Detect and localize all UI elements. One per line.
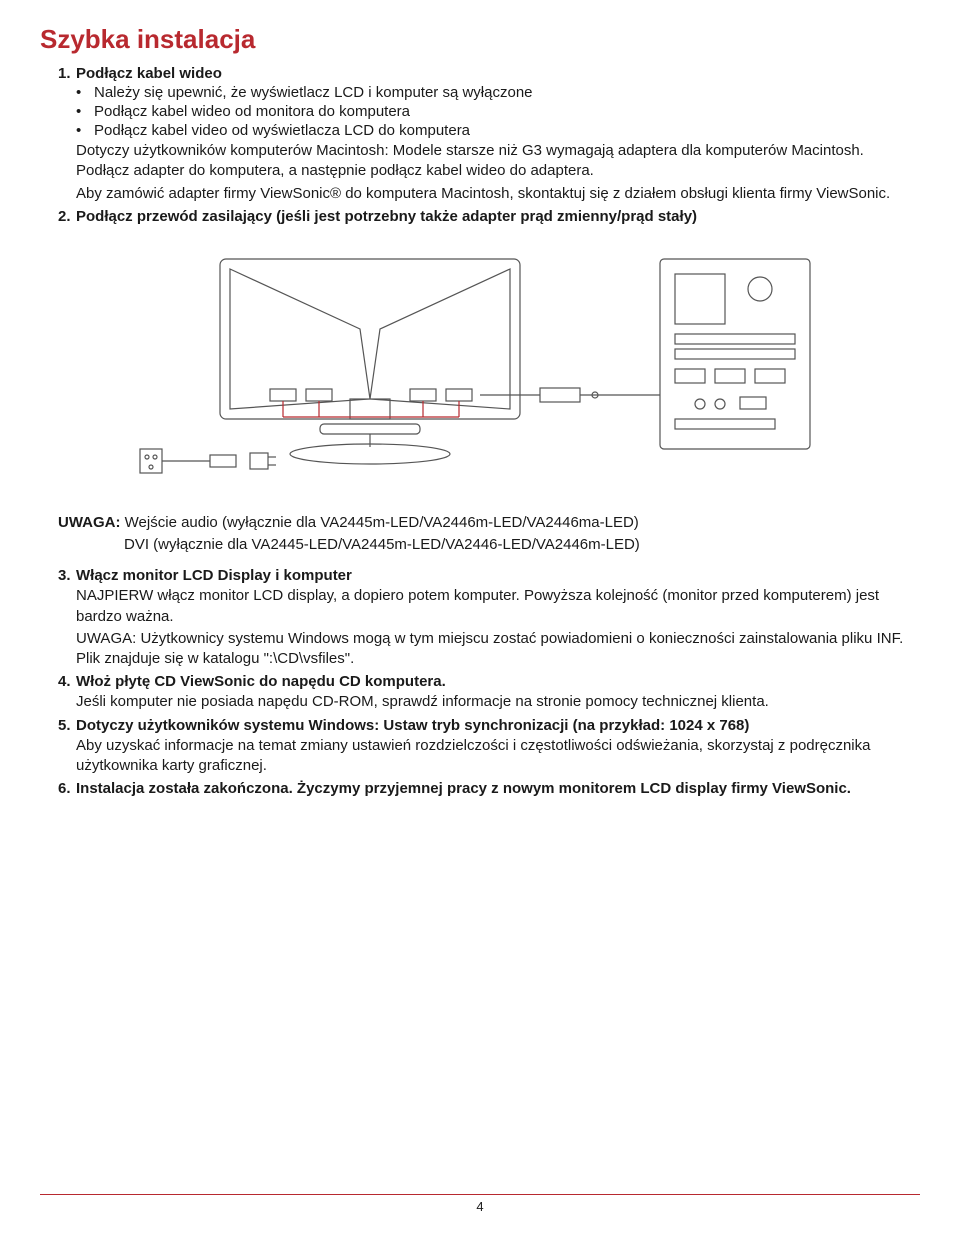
step-1-para-1: Dotyczy użytkowników komputerów Macintos… (76, 141, 920, 182)
step-1-bullet-3: Podłącz kabel video od wyświetlacza LCD … (94, 122, 920, 139)
step-3-head: 3.Włącz monitor LCD Display i komputer (58, 567, 920, 584)
step-4-head: 4.Włoż płytę CD ViewSonic do napędu CD k… (58, 673, 920, 690)
step-1-bullet-2: Podłącz kabel wideo od monitora do kompu… (94, 103, 920, 120)
step-1-bullet-1: Należy się upewnić, że wyświetlacz LCD i… (94, 84, 920, 101)
step-1-head: 1.Podłącz kabel wideo (58, 65, 920, 82)
connection-diagram (120, 249, 840, 489)
step-4-num: 4. (58, 673, 76, 690)
step-4-title: Włoż płytę CD ViewSonic do napędu CD kom… (76, 673, 446, 690)
step-2-head: 2.Podłącz przewód zasilający (jeśli jest… (58, 208, 920, 225)
step-3-num: 3. (58, 567, 76, 584)
step-5-title: Dotyczy użytkowników systemu Windows: Us… (76, 717, 749, 734)
step-3-title: Włącz monitor LCD Display i komputer (76, 567, 352, 584)
step-1-para-2: Aby zamówić adapter firmy ViewSonic® do … (76, 184, 920, 204)
note-line-1: Wejście audio (wyłącznie dla VA2445m-LED… (125, 514, 639, 531)
step-2-title: Podłącz przewód zasilający (jeśli jest p… (76, 208, 697, 225)
step-6-num: 6. (58, 780, 76, 797)
page-title: Szybka instalacja (40, 24, 920, 55)
step-2-num: 2. (58, 208, 76, 225)
note-label: UWAGA: (58, 514, 121, 531)
step-3-para-1: NAJPIERW włącz monitor LCD display, a do… (76, 586, 920, 627)
note-block: UWAGA: Wejście audio (wyłącznie dla VA24… (58, 513, 920, 533)
step-5-head: 5.Dotyczy użytkowników systemu Windows: … (58, 717, 920, 734)
step-3-para-2: UWAGA: Użytkownicy systemu Windows mogą … (76, 629, 920, 670)
step-5-para-1: Aby uzyskać informacje na temat zmiany u… (76, 736, 920, 777)
footer: 4 (40, 1194, 920, 1214)
step-5-num: 5. (58, 717, 76, 734)
step-1-title: Podłącz kabel wideo (76, 65, 222, 82)
page: Szybka instalacja 1. Podłącz kabel wideo … (0, 0, 960, 1244)
step-6-title: Instalacja została zakończona. Życzymy p… (76, 780, 851, 797)
step-4-para-1: Jeśli komputer nie posiada napędu CD-ROM… (76, 692, 920, 712)
step-6-head: 6.Instalacja została zakończona. Życzymy… (58, 780, 920, 797)
page-number: 4 (476, 1199, 483, 1214)
note-line-2: DVI (wyłącznie dla VA2445-LED/VA2445m-LE… (124, 535, 920, 555)
step-1-num: 1. (58, 65, 76, 82)
